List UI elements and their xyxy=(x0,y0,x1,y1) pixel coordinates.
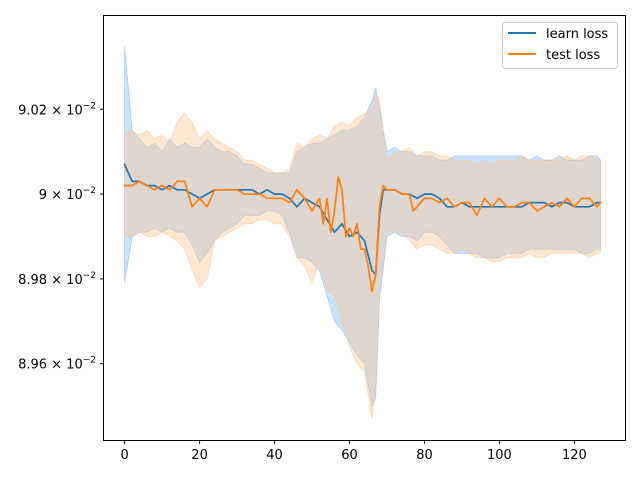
plot-frame xyxy=(103,15,626,441)
y-tick-label: 8.98 × 10−2 xyxy=(18,271,96,288)
legend-label-learn-loss: learn loss xyxy=(546,27,608,42)
y-tick-label: 8.96 × 10−2 xyxy=(18,356,96,373)
x-tick-label: 0 xyxy=(120,448,128,463)
x-tick-label: 80 xyxy=(416,448,433,463)
x-tick-label: 40 xyxy=(266,448,283,463)
x-tick-label: 120 xyxy=(562,448,587,463)
x-tick-label: 20 xyxy=(191,448,208,463)
series-lines xyxy=(123,163,602,293)
x-axis: 0 20 40 60 80 100 120 xyxy=(120,440,587,463)
x-tick-label: 100 xyxy=(487,448,512,463)
y-axis: 8.96 × 10−2 8.98 × 10−2 9 × 10−2 9.02 × 10−… xyxy=(18,101,104,373)
x-tick-label: 60 xyxy=(341,448,358,463)
series-line-test-loss xyxy=(123,176,602,293)
legend-label-test-loss: test loss xyxy=(546,48,600,63)
y-tick-label: 9 × 10−2 xyxy=(39,186,96,203)
band-test-loss xyxy=(124,91,601,419)
series-line-learn-loss xyxy=(123,163,602,276)
y-tick-label: 9.02 × 10−2 xyxy=(18,101,96,118)
confidence-bands xyxy=(124,45,601,419)
legend: learn loss test loss xyxy=(502,22,618,69)
